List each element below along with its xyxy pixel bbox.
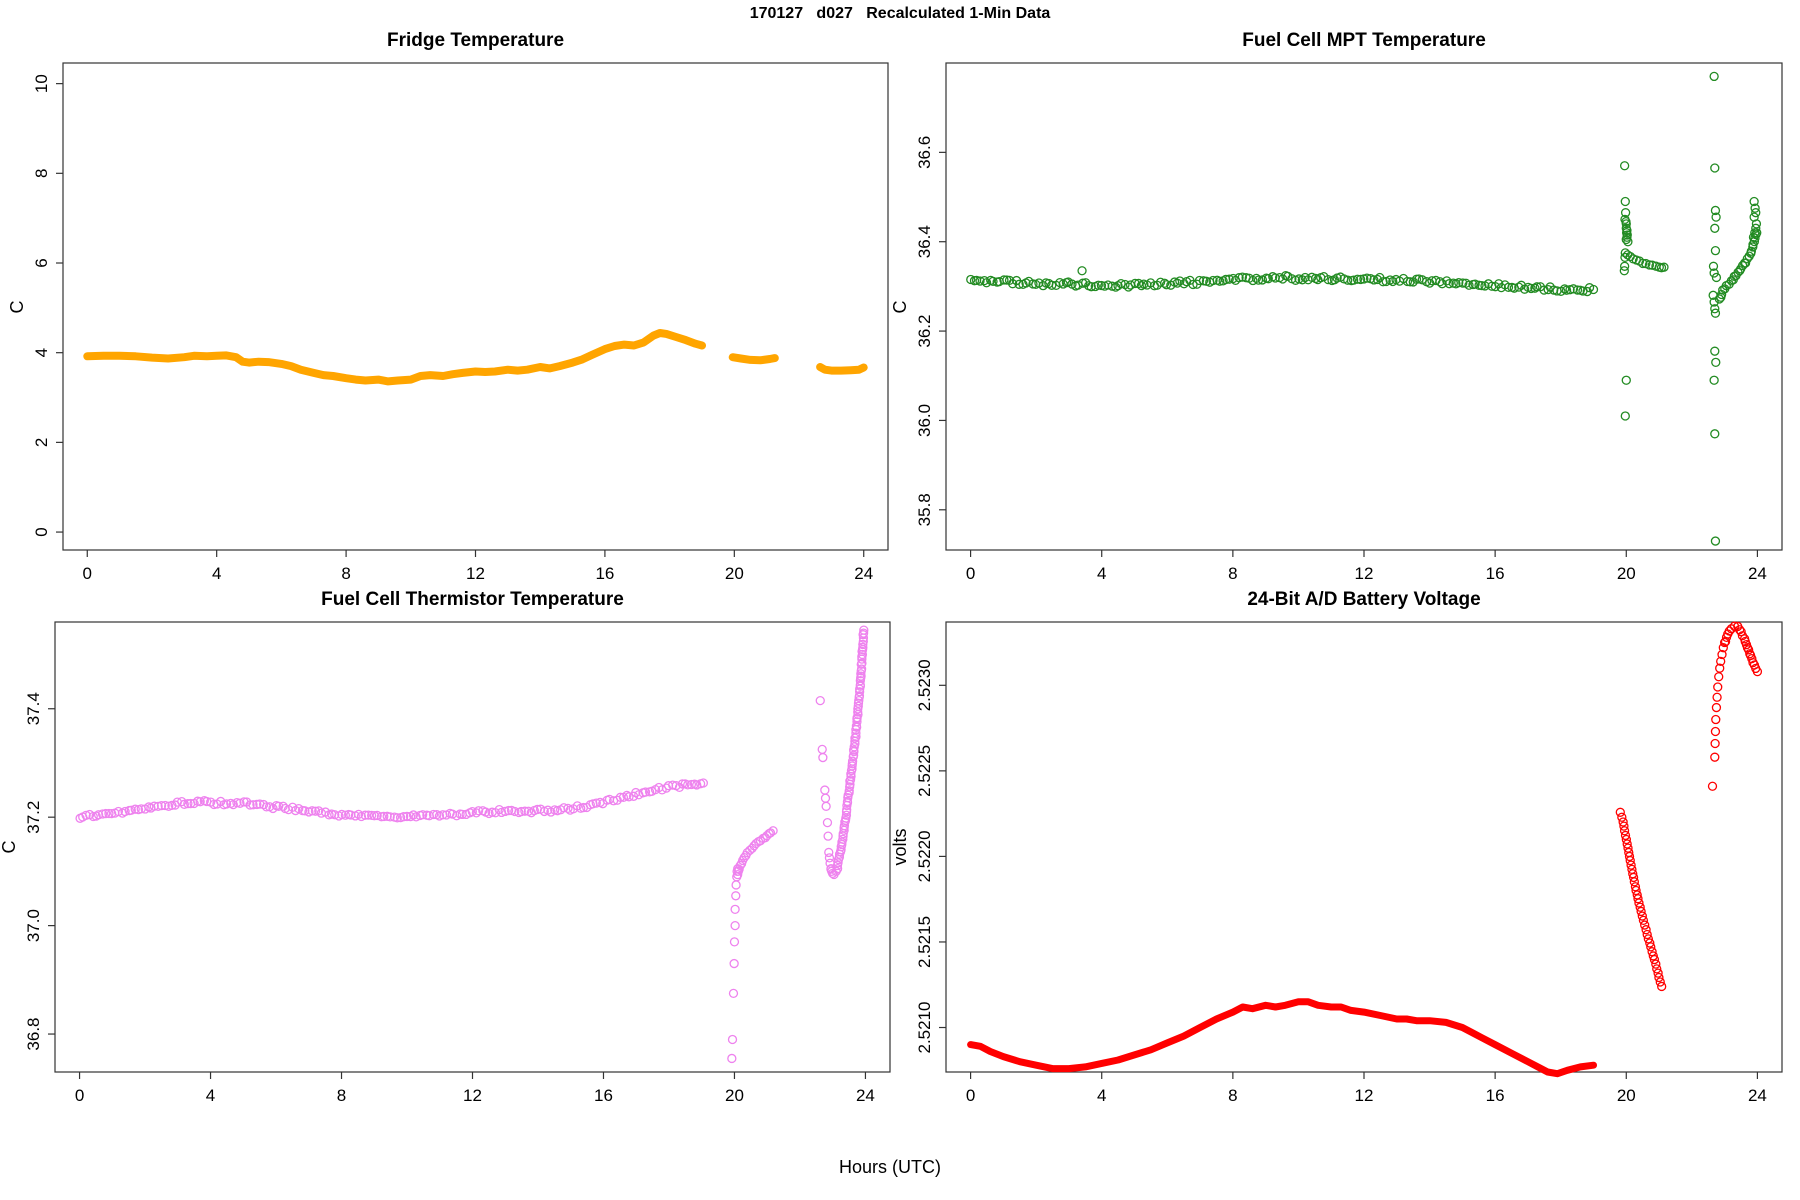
svg-text:20: 20: [725, 1086, 744, 1105]
svg-text:8: 8: [1228, 564, 1237, 583]
svg-text:2.5230: 2.5230: [915, 659, 934, 711]
svg-text:10: 10: [32, 74, 51, 93]
svg-text:12: 12: [466, 564, 485, 583]
x-axis-title: Hours (UTC): [839, 1157, 941, 1177]
svg-text:16: 16: [1486, 564, 1505, 583]
svg-text:2.5210: 2.5210: [915, 1002, 934, 1054]
svg-text:6: 6: [32, 258, 51, 267]
svg-text:16: 16: [594, 1086, 613, 1105]
y-axis-label-voltage: volts: [890, 828, 910, 866]
figure-main-title: 170127 d027 Recalculated 1-Min Data: [749, 5, 1051, 22]
svg-text:24: 24: [1748, 1086, 1767, 1105]
svg-text:4: 4: [32, 348, 51, 357]
svg-text:8: 8: [341, 564, 350, 583]
svg-text:37.4: 37.4: [24, 692, 43, 725]
y-axis-label-fridge: C: [7, 300, 27, 313]
svg-text:36.0: 36.0: [915, 404, 934, 437]
svg-text:0: 0: [966, 1086, 975, 1105]
svg-text:8: 8: [1228, 1086, 1237, 1105]
svg-text:2.5215: 2.5215: [915, 916, 934, 968]
svg-text:24: 24: [1748, 564, 1767, 583]
svg-text:4: 4: [212, 564, 221, 583]
panel-title-battery-voltage: 24-Bit A/D Battery Voltage: [1247, 589, 1481, 610]
svg-text:36.6: 36.6: [915, 136, 934, 169]
svg-text:35.8: 35.8: [915, 493, 934, 526]
svg-text:12: 12: [463, 1086, 482, 1105]
y-axis-label-mpt: C: [890, 300, 910, 313]
svg-text:4: 4: [206, 1086, 215, 1105]
y-axis-label-thermistor: C: [0, 840, 19, 854]
svg-text:8: 8: [337, 1086, 346, 1105]
svg-text:12: 12: [1355, 564, 1374, 583]
svg-text:0: 0: [83, 564, 92, 583]
panel-title-fuel-cell-thermistor-temperature: Fuel Cell Thermistor Temperature: [321, 589, 624, 610]
svg-text:20: 20: [1617, 564, 1636, 583]
svg-text:20: 20: [1617, 1086, 1636, 1105]
svg-text:0: 0: [32, 527, 51, 536]
svg-text:16: 16: [595, 564, 614, 583]
svg-text:37.0: 37.0: [24, 909, 43, 942]
svg-text:24: 24: [856, 1086, 875, 1105]
panel-title-fuel-cell-mpt-temperature: Fuel Cell MPT Temperature: [1242, 30, 1486, 51]
panel-title-fridge-temperature: Fridge Temperature: [386, 30, 565, 51]
svg-text:12: 12: [1355, 1086, 1374, 1105]
svg-text:37.2: 37.2: [24, 801, 43, 834]
svg-text:36.2: 36.2: [915, 315, 934, 348]
svg-text:16: 16: [1486, 1086, 1505, 1105]
svg-text:8: 8: [32, 169, 51, 178]
svg-text:4: 4: [1097, 564, 1106, 583]
svg-text:0: 0: [966, 564, 975, 583]
svg-text:36.4: 36.4: [915, 225, 934, 258]
svg-text:36.8: 36.8: [24, 1018, 43, 1051]
svg-text:0: 0: [75, 1086, 84, 1105]
svg-text:2.5225: 2.5225: [915, 745, 934, 797]
svg-text:24: 24: [854, 564, 873, 583]
svg-text:2.5220: 2.5220: [915, 830, 934, 882]
svg-text:4: 4: [1097, 1086, 1106, 1105]
svg-text:20: 20: [725, 564, 744, 583]
svg-text:2: 2: [32, 438, 51, 447]
